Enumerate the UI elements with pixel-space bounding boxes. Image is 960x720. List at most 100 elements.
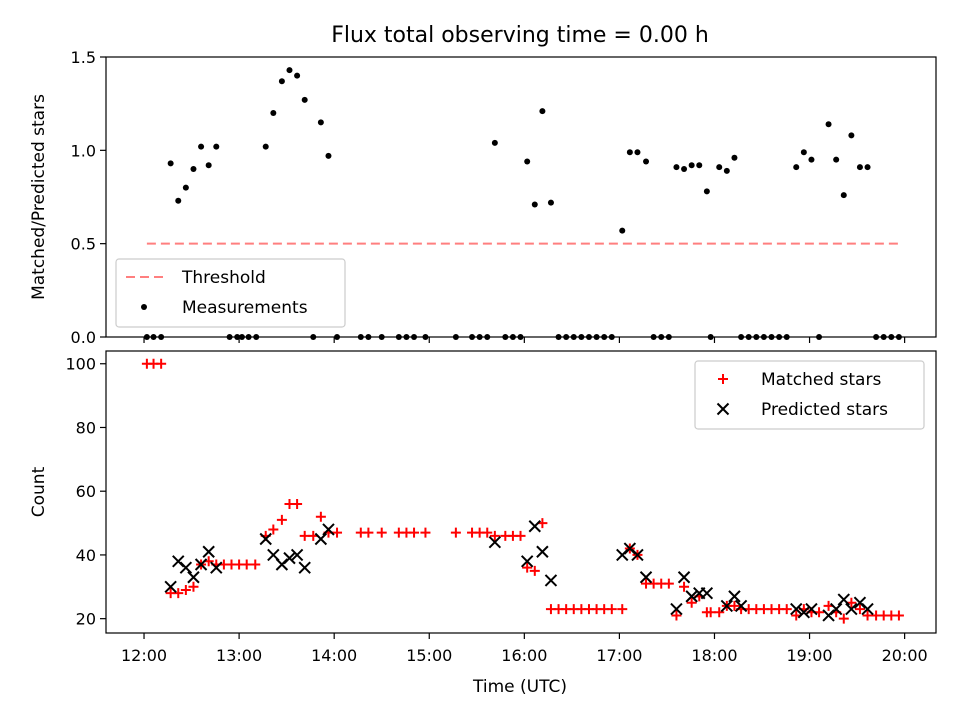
predicted-point bbox=[290, 548, 304, 562]
measurement-point bbox=[873, 334, 880, 340]
measurement-point bbox=[422, 334, 429, 340]
matched-point bbox=[686, 597, 697, 608]
measurement-point bbox=[175, 197, 182, 204]
matched-point bbox=[705, 607, 716, 618]
matched-point bbox=[156, 358, 167, 369]
matched-point bbox=[420, 527, 431, 538]
measurement-point bbox=[601, 334, 608, 340]
measurement-point bbox=[310, 334, 317, 340]
measurement-point bbox=[150, 334, 157, 340]
measurement-point bbox=[593, 334, 600, 340]
chart-title: Flux total observing time = 0.00 h bbox=[331, 23, 709, 48]
measurement-point bbox=[357, 334, 364, 340]
y-axis-label: Count bbox=[29, 466, 49, 517]
matched-point bbox=[781, 604, 792, 615]
x-tick-label: 18:00 bbox=[691, 646, 737, 665]
measurement-point bbox=[768, 334, 775, 340]
measurement-point bbox=[833, 156, 840, 163]
measurement-point bbox=[245, 334, 252, 340]
predicted-point bbox=[728, 590, 741, 603]
predicted-point bbox=[685, 590, 698, 603]
predicted-point bbox=[536, 545, 549, 558]
measurement-point bbox=[286, 67, 293, 74]
legend-predicted-swatch bbox=[716, 402, 730, 416]
ratio-panel: 0.0 0.5 1.0 1.5 Matched/Predicted stars Thres… bbox=[29, 48, 937, 347]
predicted-point bbox=[322, 523, 335, 536]
measurement-point bbox=[707, 334, 714, 340]
measurement-point bbox=[317, 119, 324, 126]
legend-box bbox=[115, 258, 346, 328]
matched-point bbox=[838, 613, 849, 624]
matched-point bbox=[276, 514, 287, 525]
legend-matched-swatch bbox=[718, 374, 728, 384]
y-axis-label: Matched/Predicted stars bbox=[29, 94, 49, 300]
measurement-point bbox=[234, 334, 241, 340]
x-tick-label: 19:00 bbox=[786, 646, 832, 665]
y-tick-label: 1.0 bbox=[71, 141, 96, 160]
predicted-point bbox=[790, 602, 803, 616]
measurement-point bbox=[158, 334, 165, 340]
measurement-point bbox=[395, 334, 402, 340]
measurement-point bbox=[783, 334, 790, 340]
predicted-point bbox=[298, 561, 311, 574]
measurement-point bbox=[238, 334, 245, 340]
measurement-point bbox=[800, 149, 807, 156]
matched-point bbox=[180, 584, 191, 595]
measurement-point bbox=[731, 154, 738, 161]
y-tick-label: 80 bbox=[76, 418, 96, 437]
matched-point bbox=[363, 527, 374, 538]
measurement-point bbox=[213, 143, 220, 150]
matched-point bbox=[376, 527, 387, 538]
measurement-point bbox=[808, 156, 815, 163]
measurement-point bbox=[253, 334, 260, 340]
measurement-point bbox=[585, 334, 592, 340]
matched-point bbox=[250, 559, 261, 570]
predicted-point bbox=[520, 555, 534, 568]
measurement-point bbox=[880, 334, 887, 340]
legend-label: Matched stars bbox=[761, 370, 881, 390]
matched-point bbox=[315, 511, 326, 522]
matched-point bbox=[292, 498, 303, 509]
x-tick-label: 14:00 bbox=[311, 646, 357, 665]
measurement-point bbox=[491, 139, 498, 146]
measurement-point bbox=[888, 334, 895, 340]
measurement-point bbox=[502, 334, 509, 340]
x-tick-label: 16:00 bbox=[501, 646, 547, 665]
predicted-point bbox=[528, 520, 541, 533]
measurement-point bbox=[205, 162, 212, 169]
measurement-point bbox=[608, 334, 615, 340]
predicted-point bbox=[861, 602, 874, 616]
predicted-point bbox=[187, 571, 200, 584]
measurement-point bbox=[547, 199, 554, 206]
matched-point bbox=[714, 607, 725, 618]
measurement-point bbox=[716, 164, 723, 171]
measurement-point bbox=[723, 167, 730, 174]
legend: Matched stars Predicted stars bbox=[694, 360, 925, 430]
measurement-point bbox=[365, 334, 372, 340]
predicted-point bbox=[837, 593, 850, 606]
measurement-point bbox=[294, 72, 301, 79]
measurement-point bbox=[658, 334, 665, 340]
legend-label: Measurements bbox=[182, 298, 308, 318]
predicted-point bbox=[631, 548, 644, 562]
measurement-point bbox=[198, 143, 205, 150]
matched-point bbox=[522, 562, 533, 573]
measurement-point bbox=[182, 184, 189, 191]
measurement-point bbox=[696, 162, 703, 169]
measurement-point bbox=[825, 121, 832, 128]
x-tick-label: 13:00 bbox=[216, 646, 262, 665]
measurement-point bbox=[634, 149, 641, 156]
count-panel: 20 40 60 80 100 12:00 13:00 14:00 15:00 16:00 17:0… bbox=[29, 350, 937, 665]
measurement-point bbox=[555, 334, 562, 340]
measurement-point bbox=[643, 158, 650, 165]
predicted-point bbox=[544, 574, 558, 587]
predicted-point bbox=[639, 571, 653, 584]
plot-frame bbox=[105, 350, 937, 634]
matched-point bbox=[854, 604, 865, 615]
measurement-point bbox=[143, 334, 150, 340]
predicted-point bbox=[202, 545, 215, 558]
legend-label: Predicted stars bbox=[761, 400, 888, 420]
measurement-point bbox=[563, 334, 570, 340]
predicted-point bbox=[259, 532, 272, 546]
